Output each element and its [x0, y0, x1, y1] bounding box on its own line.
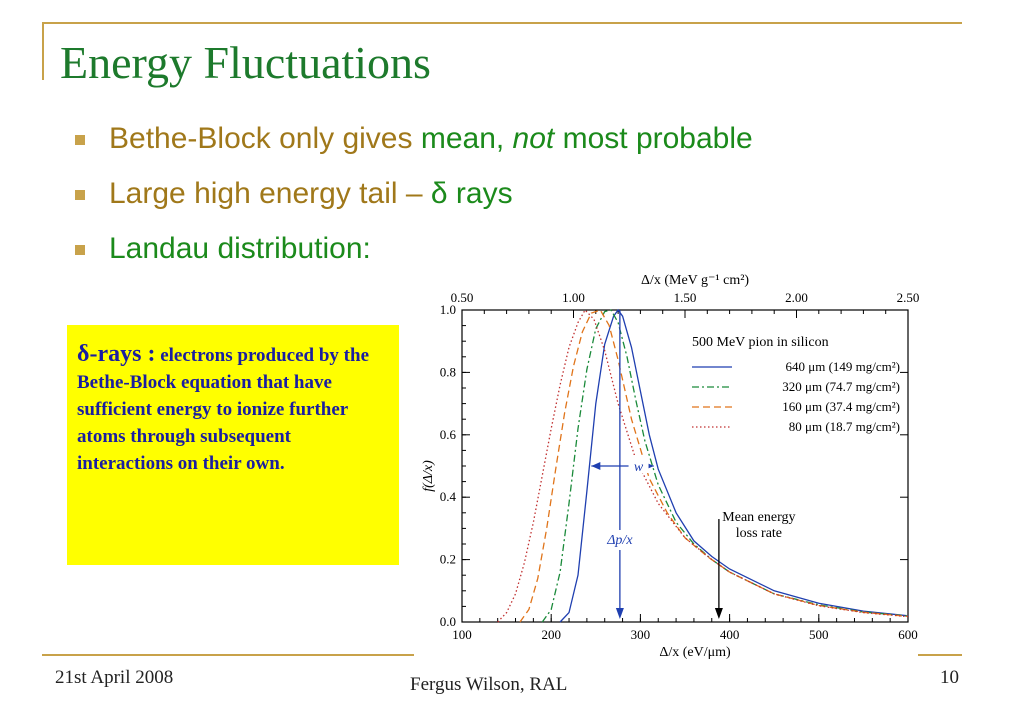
footer-author: Fergus Wilson, RAL: [410, 674, 568, 695]
bullet-square-icon: [75, 190, 85, 200]
x-top-tick-label: 1.50: [674, 290, 697, 305]
y-tick-label: 0.4: [440, 489, 457, 504]
x-tick-label: 300: [631, 627, 651, 642]
x-top-tick-label: 2.50: [897, 290, 920, 305]
legend-label-2: 320 μm (74.7 mg/cm²): [782, 379, 900, 394]
bullet-square-icon: [75, 135, 85, 145]
y-axis-label: f(Δ/x): [421, 460, 436, 492]
landau-chart-svg: 100 200 300 400 500 600 0.50 1.00 1.50 2.00 2.50 0.…: [421, 273, 920, 660]
bullet-3: Landau distribution:: [75, 232, 753, 287]
y-tick-label: 0.6: [440, 427, 457, 442]
peak-label: Δp/x: [606, 533, 633, 548]
x-tick-label: 500: [809, 627, 829, 642]
bullet-2: Large high energy tail – δ rays: [75, 177, 753, 232]
landau-chart: 100 200 300 400 500 600 0.50 1.00 1.50 2.00 2.50 0.…: [410, 268, 930, 668]
slide-title: Energy Fluctuations: [60, 37, 431, 88]
x-top-tick-label: 2.00: [785, 290, 808, 305]
x-tick-label: 200: [541, 627, 561, 642]
width-label: w: [634, 460, 644, 475]
plot-frame: [461, 309, 909, 623]
x-tick-label: 100: [452, 627, 472, 642]
mean-label-line-1: Mean energy: [722, 510, 795, 525]
y-tick-label: 0.0: [440, 614, 456, 629]
bullet-list: Bethe-Block only gives mean, not most pr…: [75, 122, 753, 287]
bullet-3-part-1: Landau distribution:: [109, 232, 371, 265]
chart-title: 500 MeV pion in silicon: [692, 335, 829, 350]
bullet-2-part-2: δ rays: [430, 177, 513, 210]
frame-bottom-line-right: [918, 654, 962, 656]
frame-left-line: [42, 22, 44, 80]
bullet-2-part-1: Large high energy tail –: [109, 177, 431, 210]
y-tick-label: 1.0: [440, 302, 456, 317]
mean-label-line-2: loss rate: [736, 526, 782, 541]
delta-rays-note: δ-rays : electrons produced by the Bethe…: [67, 325, 399, 565]
legend-label-4: 80 μm (18.7 mg/cm²): [789, 419, 900, 434]
mean-arrow-head: [714, 608, 723, 619]
bullet-1-part-1: Bethe-Block only gives: [109, 122, 421, 155]
x-top-tick-label: 0.50: [451, 290, 474, 305]
y-tick-label: 0.2: [440, 552, 456, 567]
x-top-axis-label: Δ/x (MeV g⁻¹ cm²): [641, 273, 749, 288]
legend-label-3: 160 μm (37.4 mg/cm²): [782, 399, 900, 414]
x-axis-label: Δ/x (eV/μm): [659, 645, 731, 660]
bullet-1-part-3: not: [512, 122, 555, 155]
frame-top-line: [42, 22, 962, 24]
frame-bottom-line-left: [42, 654, 414, 656]
footer-page-number: 10: [940, 667, 959, 688]
x-tick-label: 400: [720, 627, 740, 642]
peak-arrow-head: [615, 608, 624, 619]
legend-label-1: 640 μm (149 mg/cm²): [786, 359, 901, 374]
note-heading: δ-rays :: [77, 341, 156, 367]
note-body: electrons produced by the Bethe-Block eq…: [77, 345, 370, 474]
y-tick-label: 0.8: [440, 364, 456, 379]
x-top-tick-label: 1.00: [562, 290, 585, 305]
footer-date: 21st April 2008: [55, 667, 174, 688]
bullet-1-part-2: mean,: [420, 122, 513, 155]
x-tick-label: 600: [898, 627, 918, 642]
bullet-1-part-4: most probable: [554, 122, 753, 155]
peak-label-bg: [597, 530, 642, 550]
bullet-square-icon: [75, 245, 85, 255]
bullet-1: Bethe-Block only gives mean, not most pr…: [75, 122, 753, 177]
series-line-1: [559, 308, 909, 623]
width-arrow-left: [591, 462, 601, 470]
width-label-bg: [628, 455, 649, 473]
